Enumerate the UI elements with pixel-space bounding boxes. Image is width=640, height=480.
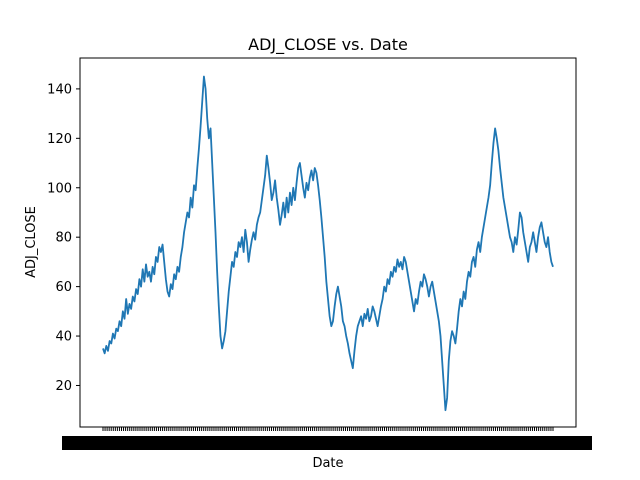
y-tick-label: 120 xyxy=(47,132,72,147)
x-tick-labels-dense xyxy=(62,436,592,450)
x-axis-label: Date xyxy=(312,456,343,471)
y-tick-label: 80 xyxy=(55,231,72,246)
y-tick-label: 60 xyxy=(55,280,72,295)
x-axis-ticks xyxy=(62,427,592,450)
y-tick-label: 100 xyxy=(47,181,72,196)
plot-area xyxy=(80,58,576,427)
chart-title: ADJ_CLOSE vs. Date xyxy=(248,35,408,55)
series-layer xyxy=(102,75,554,412)
y-tick-label: 20 xyxy=(55,379,72,394)
y-axis-label: ADJ_CLOSE xyxy=(24,206,39,278)
series-line xyxy=(102,75,554,412)
plot-frame xyxy=(79,57,577,428)
y-tick-label: 140 xyxy=(47,82,72,97)
y-axis-ticks: 20 40 60 80 100 120 140 xyxy=(47,82,80,394)
y-tick-label: 40 xyxy=(55,330,72,345)
